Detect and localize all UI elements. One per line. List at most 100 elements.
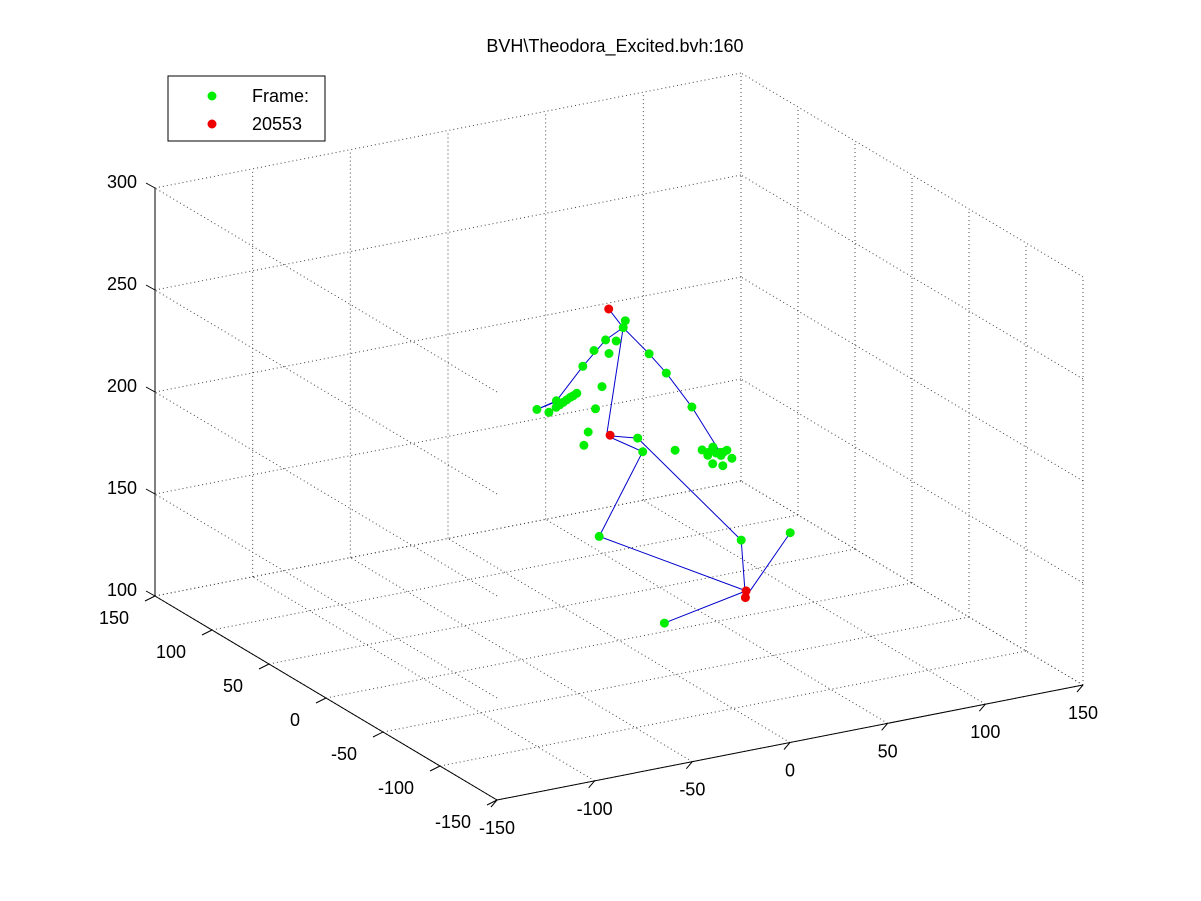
x-tick-mark [685, 761, 693, 769]
y-tick-mark [144, 595, 156, 602]
grid-line-floor-y [211, 514, 799, 631]
bone-segment [745, 532, 791, 598]
y-tick-label: 150 [99, 608, 129, 628]
joint-point [589, 346, 599, 355]
joint-point [661, 368, 671, 378]
joint-point [638, 447, 648, 457]
joint-point [604, 349, 614, 358]
bone-segment [637, 437, 742, 541]
bone-segment [622, 327, 650, 355]
joint-point [644, 349, 654, 359]
y-tick-label: 0 [290, 710, 300, 730]
joint-point [594, 531, 604, 541]
bone-segment [598, 451, 644, 537]
y-tick-mark [429, 765, 441, 772]
y-tick-mark [258, 663, 270, 670]
x-tick-label: 0 [785, 761, 795, 781]
z-tick-mark [145, 386, 156, 393]
joint-point [572, 388, 582, 398]
x-tick-mark [490, 799, 498, 808]
end-site-point [740, 593, 750, 603]
y-axis-ticks: -150 -100 -50 0 50 100 150 [99, 595, 498, 832]
grid-line-back-z [154, 174, 742, 291]
z-tick-label: 100 [107, 580, 137, 600]
joint-point [736, 535, 746, 545]
joint-point [532, 404, 542, 414]
x-tick-mark [588, 780, 596, 789]
x-tick-mark [978, 703, 986, 712]
grid-line-back-z [154, 378, 742, 495]
y-tick-mark [315, 697, 327, 704]
joint-point [611, 336, 621, 346]
x-tick-mark [783, 742, 791, 750]
grid-line-side-z [740, 174, 1084, 380]
grid-line-floor-x [447, 538, 791, 743]
y-tick-mark [372, 731, 384, 738]
z-tick-label: 250 [107, 274, 137, 294]
grid-line-left-z [154, 493, 498, 699]
joint-point [670, 445, 680, 455]
joint-point [659, 618, 669, 628]
y-tick-label: -150 [435, 812, 471, 832]
end-site-point [604, 304, 614, 314]
y-tick-label: -100 [378, 778, 414, 798]
z-axis-ticks: 100 150 200 250 300 [107, 172, 156, 600]
z-tick-mark [145, 182, 156, 189]
y-tick-mark [486, 799, 498, 806]
grid-line-floor-x [350, 557, 693, 763]
x-tick-label: 100 [970, 722, 1000, 742]
z-tick-mark [145, 590, 156, 597]
bone-segment [599, 535, 747, 592]
grid-line-floor-y [439, 650, 1027, 767]
joint-point [583, 427, 593, 437]
z-tick-mark [145, 284, 156, 291]
skeleton-joints [532, 304, 795, 628]
y-tick-label: 50 [223, 676, 243, 696]
joint-point [618, 323, 628, 333]
joint-point [544, 407, 554, 417]
grid-line-floor-x [545, 518, 888, 724]
joint-point [697, 445, 707, 455]
y-tick-label: -50 [331, 744, 357, 764]
joint-point [633, 433, 643, 443]
joint-point [727, 453, 737, 463]
joint-point [597, 382, 607, 392]
x-tick-label: -50 [679, 780, 705, 800]
bone-segment [556, 366, 584, 402]
bone-segment [664, 590, 747, 624]
x-tick-label: -150 [479, 818, 515, 838]
z-tick-label: 150 [107, 478, 137, 498]
x-tick-label: -100 [577, 799, 613, 819]
z-tick-mark [145, 488, 156, 495]
joint-point [591, 404, 600, 414]
z-tick-label: 200 [107, 376, 137, 396]
skeleton-bones [536, 308, 791, 624]
grid-line-floor-x [252, 576, 595, 782]
joint-point [719, 447, 728, 457]
joint-point [718, 461, 728, 471]
legend-box [167, 75, 326, 142]
bone-segment [665, 372, 693, 408]
end-site-point [741, 586, 751, 596]
legend-marker-20553 [207, 119, 217, 129]
y-tick-mark [201, 629, 213, 636]
legend-marker-frame [207, 91, 217, 101]
end-site-point [605, 430, 615, 440]
grid-line-floor-x [643, 499, 986, 705]
chart-title: BVH\Theodora_Excited.bvh:160 [486, 36, 743, 57]
legend-label-20553: 20553 [252, 114, 302, 134]
joint-point [578, 361, 588, 371]
joint-point [579, 440, 589, 450]
y-tick-label: 100 [156, 642, 186, 662]
z-tick-label: 300 [107, 172, 137, 192]
joint-point [601, 335, 611, 345]
x-tick-label: 50 [878, 741, 898, 761]
grid-line-left-z [154, 289, 498, 495]
x-tick-label: 150 [1068, 703, 1098, 723]
x-axis-ticks: -150 -100 -50 0 50 100 150 [479, 684, 1098, 838]
x-tick-mark [881, 723, 889, 731]
joint-point [708, 459, 718, 469]
joint-point [711, 448, 721, 458]
joint-point [703, 450, 713, 460]
